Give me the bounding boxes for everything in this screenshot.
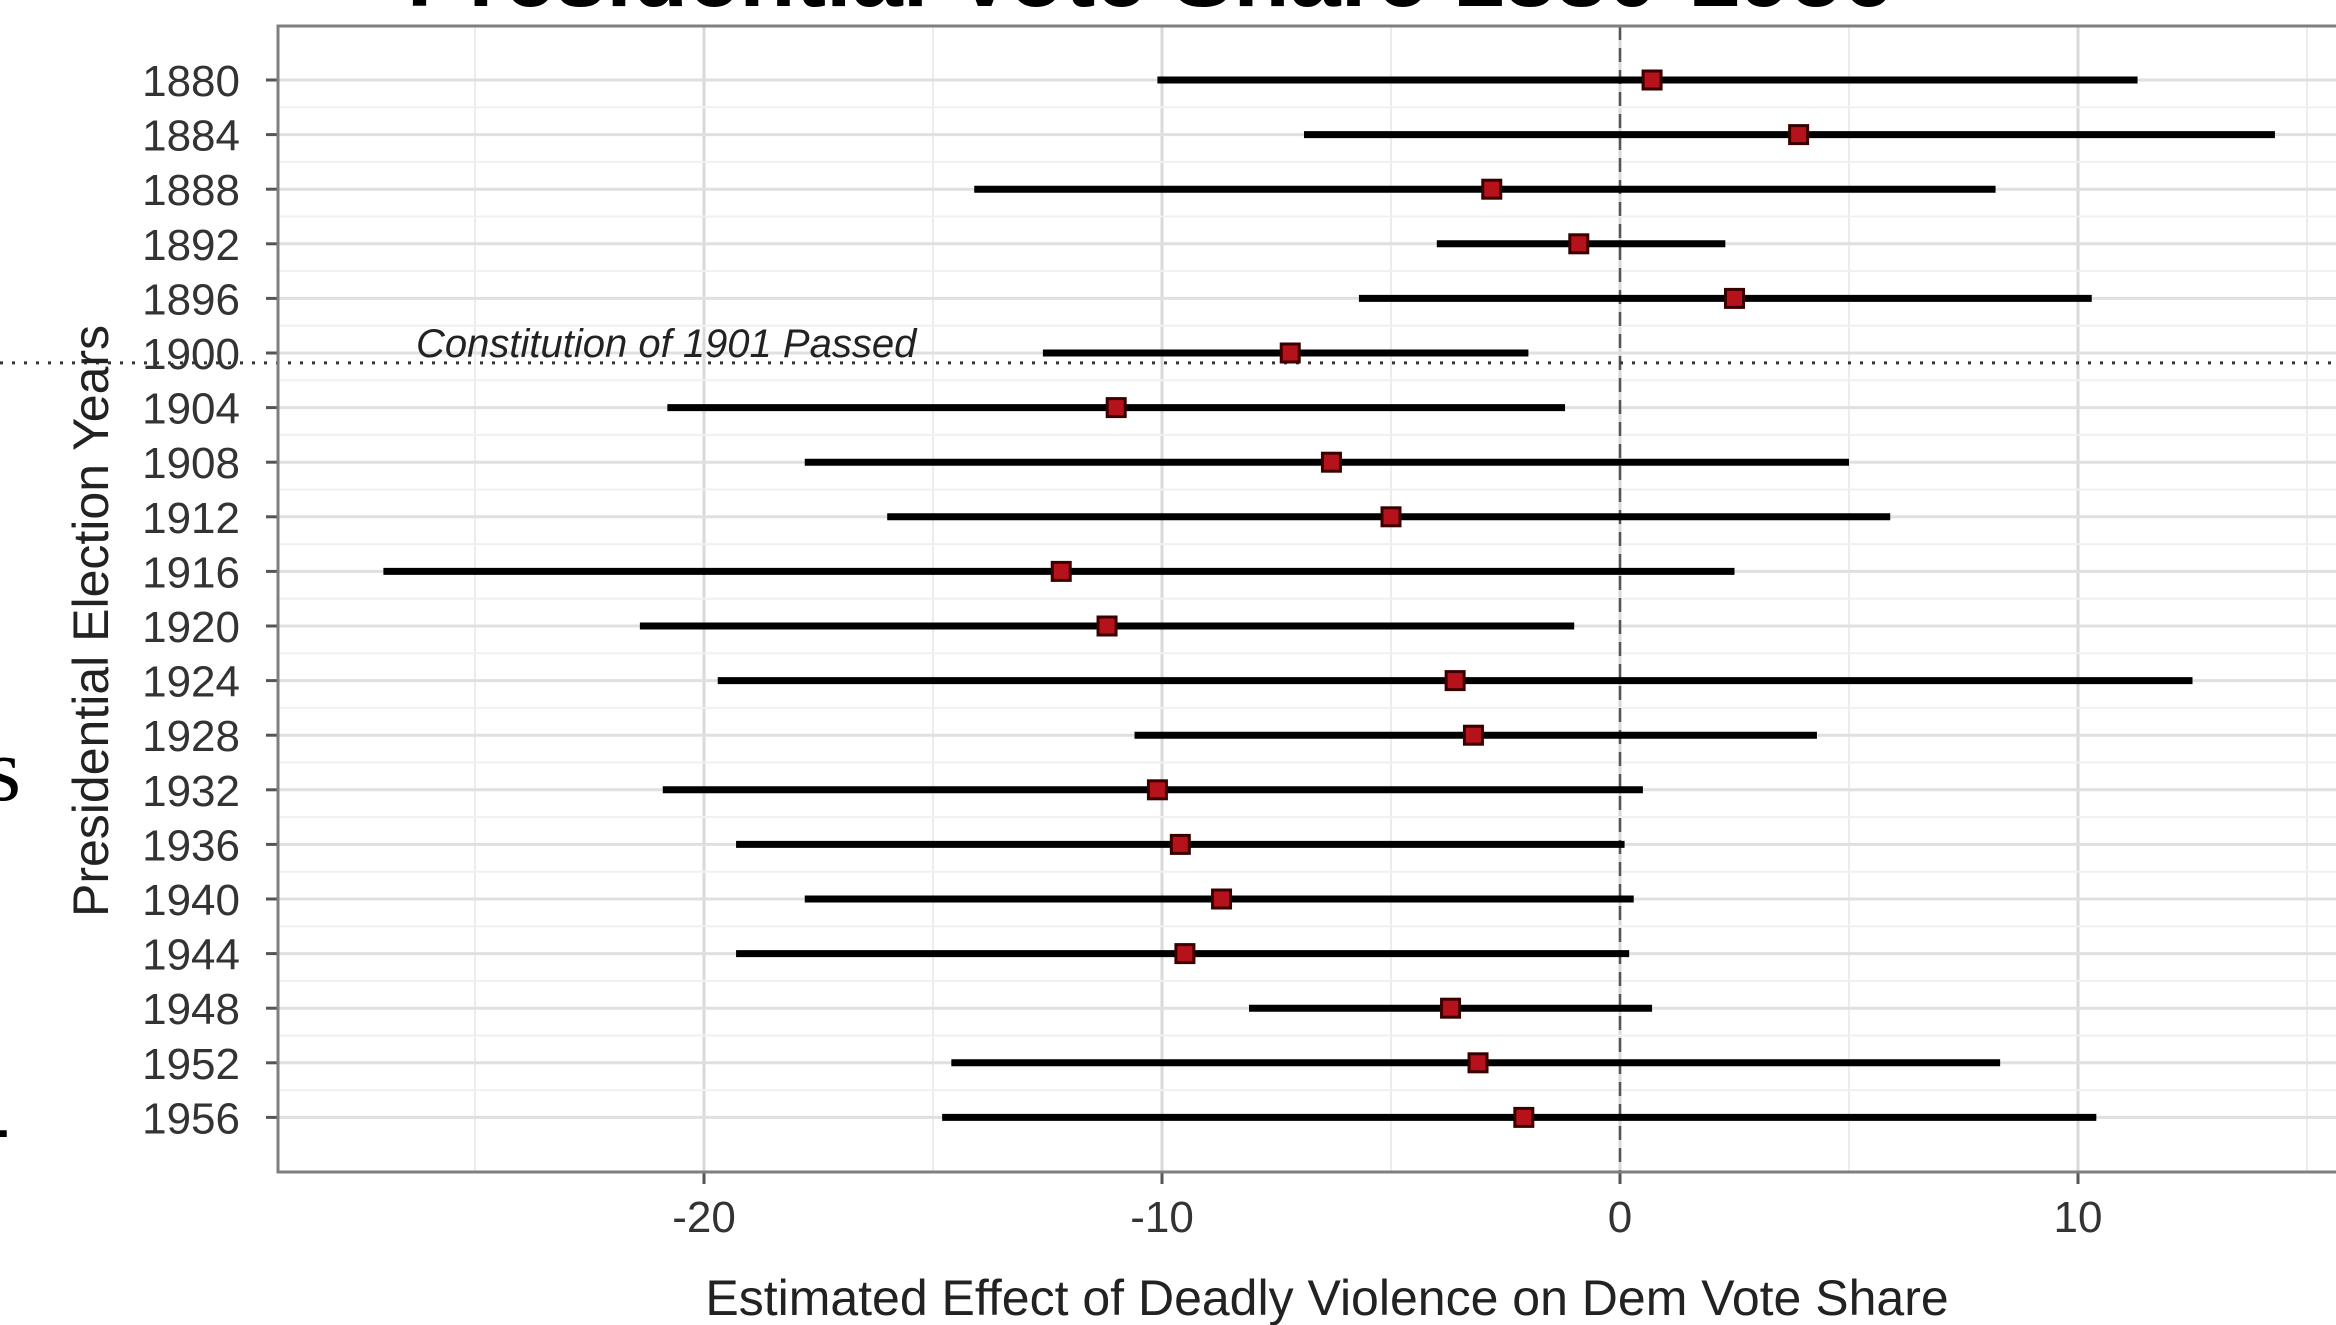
y-tick-label: 1956 [142,1094,240,1143]
point-1932 [1146,779,1168,801]
y-tick-label: 1908 [142,439,240,488]
y-tick-label: 1932 [142,767,240,816]
point-1956 [1513,1106,1535,1128]
point-1924 [1444,670,1466,692]
point-1944 [1174,943,1196,965]
y-tick-label: 1952 [142,1040,240,1089]
point-1936 [1169,833,1191,855]
reference-lines [0,26,2336,1172]
point-1900 [1279,342,1301,364]
point-1884 [1788,124,1810,146]
x-tick-labels: -20 -10 0 10 [672,1172,2102,1242]
x-tick-label: -20 [672,1193,736,1242]
point-1888 [1481,178,1503,200]
point-1912 [1380,506,1402,528]
y-tick-label: 1920 [142,603,240,652]
point-1940 [1211,888,1233,910]
y-tick-label: 1948 [142,985,240,1034]
y-tick-label: 1884 [142,112,240,161]
y-tick-label: 1924 [142,658,240,707]
y-tick-label: 1896 [142,275,240,324]
y-tick-label: 1904 [142,385,240,434]
constitution-annotation: Constitution of 1901 Passed [416,322,918,366]
x-tick-label: -10 [1130,1193,1194,1242]
y-tick-label: 1916 [142,548,240,597]
point-1920 [1096,615,1118,637]
cropped-edge-glyph: s [0,721,21,820]
x-tick-label: 10 [2054,1193,2103,1242]
y-tick-label: 1944 [142,931,240,980]
y-axis-title: Presidential Election Years [63,325,119,917]
y-tick-label: 1900 [142,330,240,379]
y-tick-label: 1928 [142,712,240,761]
point-1916 [1050,560,1072,582]
point-1880 [1641,69,1663,91]
point-estimates [1050,69,1810,1128]
point-1952 [1467,1052,1489,1074]
y-tick-label: 1936 [142,821,240,870]
point-1904 [1105,397,1127,419]
y-tick-label: 1888 [142,166,240,215]
y-tick-label: 1880 [142,57,240,106]
point-1908 [1320,451,1342,473]
point-1892 [1568,233,1590,255]
point-1928 [1462,724,1484,746]
y-tick-label: 1892 [142,221,240,270]
y-tick-label: 1912 [142,494,240,543]
panel-border [276,24,2336,1174]
point-1896 [1724,287,1745,309]
y-tick-label: 1940 [142,876,240,925]
x-tick-label: 0 [1608,1193,1632,1242]
x-axis-title: Estimated Effect of Deadly Violence on D… [705,1270,1948,1325]
chart-title: Presidential Vote Share 1880-1956 [407,0,1893,26]
y-tick-labels: 1880 1884 1888 1892 1896 1900 1904 1908 1912 1916… [142,57,278,1143]
cropped-edge-glyph: - [0,1076,10,1175]
point-1948 [1440,997,1462,1019]
